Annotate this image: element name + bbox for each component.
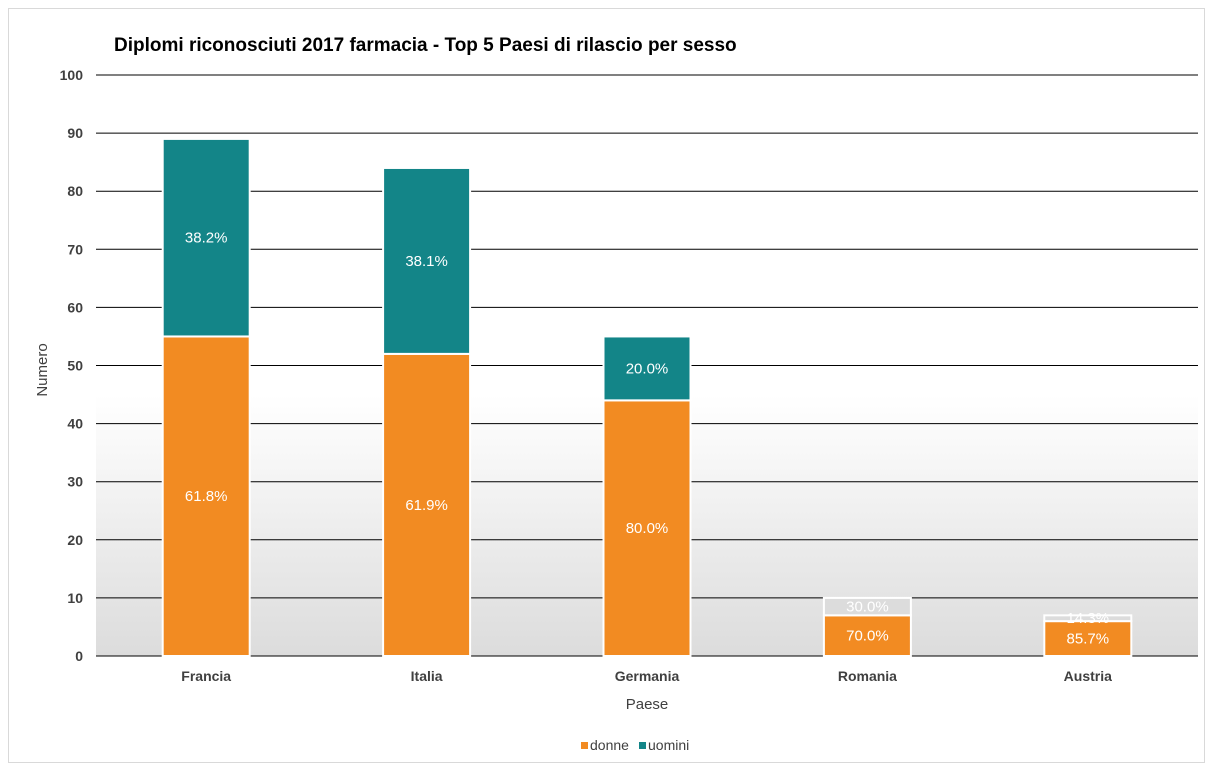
y-tick-label: 30: [67, 474, 83, 490]
y-tick-label: 40: [67, 416, 83, 432]
chart-title: Diplomi riconosciuti 2017 farmacia - Top…: [114, 35, 737, 56]
bar-data-label: 85.7%: [1067, 631, 1110, 648]
y-tick-label: 90: [67, 125, 83, 141]
x-tick-label: Austria: [1064, 668, 1112, 684]
y-tick-label: 0: [75, 648, 83, 664]
bar-data-label: 38.1%: [405, 253, 448, 270]
x-tick-label: Romania: [838, 668, 897, 684]
bar-data-label: 14.3%: [1067, 610, 1110, 627]
bar-donne: [382, 352, 472, 657]
bars: 61.8% 38.2% 61.9% 38.1% 80.0% 20.0% 70.0% 30.0%…: [161, 137, 1133, 658]
y-tick-label: 70: [67, 241, 83, 257]
x-axis-label: Paese: [626, 696, 669, 713]
bar-uomini: [382, 166, 472, 355]
bar-uomini: [1043, 614, 1133, 623]
bar-uomini: [161, 137, 251, 338]
bar-uomini: [602, 335, 692, 402]
y-axis-ticks: 0 10 20 30 40 50 60 70 80 90 100: [60, 67, 84, 664]
legend-swatch: [581, 742, 588, 749]
x-axis-ticks: Francia Italia Germania Romania Austria: [181, 668, 1112, 684]
bar-uomini: [822, 596, 912, 617]
y-tick-label: 80: [67, 183, 83, 199]
legend-swatch: [639, 742, 646, 749]
x-tick-label: Germania: [615, 668, 680, 684]
bar-donne: [602, 399, 692, 657]
legend-label: uomini: [648, 737, 689, 753]
bar-data-label: 70.0%: [846, 628, 889, 645]
legend-label: donne: [590, 737, 629, 753]
bar-data-label: 61.8%: [185, 488, 228, 505]
y-tick-label: 10: [67, 590, 83, 606]
y-tick-label: 60: [67, 299, 83, 315]
y-tick-label: 100: [60, 67, 84, 83]
y-axis-label: Numero: [34, 343, 51, 396]
bar-data-label: 80.0%: [626, 520, 669, 537]
bar-data-label: 20.0%: [626, 360, 669, 377]
legend: donne uomini: [581, 737, 689, 753]
bar-donne: [161, 335, 251, 657]
x-tick-label: Italia: [411, 668, 443, 684]
bar-data-label: 61.9%: [405, 497, 448, 514]
bar-data-label: 38.2%: [185, 230, 228, 247]
x-tick-label: Francia: [181, 668, 231, 684]
y-tick-label: 20: [67, 532, 83, 548]
y-tick-label: 50: [67, 358, 83, 374]
bar-data-label: 30.0%: [846, 599, 889, 616]
